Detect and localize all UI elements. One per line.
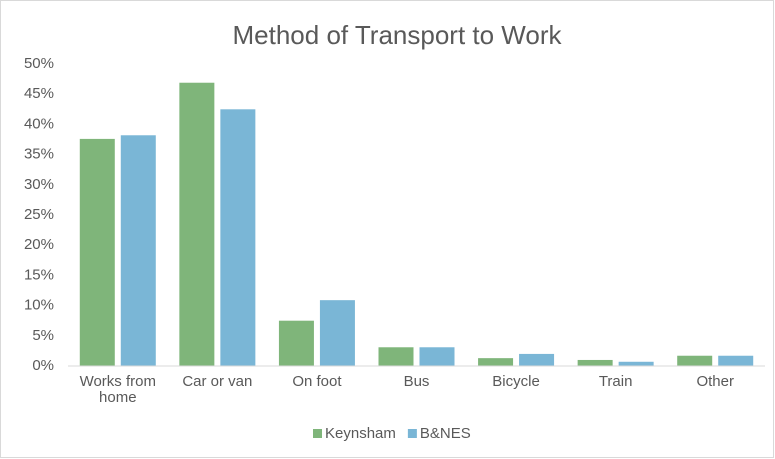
y-tick-label: 20% — [24, 236, 54, 253]
y-tick-label: 10% — [24, 297, 54, 314]
legend-label: Keynsham — [325, 425, 396, 442]
y-tick-label: 40% — [24, 115, 54, 132]
bar — [618, 361, 654, 366]
y-tick-label: 30% — [24, 176, 54, 193]
y-tick-label: 50% — [24, 55, 54, 72]
y-tick-label: 0% — [32, 357, 54, 374]
bar — [319, 300, 355, 366]
bar — [120, 135, 156, 366]
x-tick-label: Bicycle — [492, 373, 540, 390]
legend-swatch — [313, 429, 322, 438]
x-tick-label: Bus — [403, 373, 430, 390]
bar — [677, 355, 713, 366]
x-tick-label: Works from home — [79, 373, 156, 406]
bar — [220, 109, 256, 367]
bar — [419, 347, 455, 366]
y-tick-label: 45% — [24, 85, 54, 102]
x-tick-label: On foot — [292, 373, 342, 390]
bar — [478, 358, 514, 366]
bar — [278, 320, 314, 366]
y-tick-label: 15% — [24, 266, 54, 283]
y-tick-label: 25% — [24, 206, 54, 223]
bar — [577, 359, 613, 366]
bar — [519, 353, 555, 366]
y-tick-label: 5% — [32, 327, 54, 344]
x-tick-label: Other — [696, 373, 734, 390]
y-tick-label: 35% — [24, 146, 54, 163]
bar — [79, 138, 115, 366]
bar — [179, 82, 215, 366]
x-tick-label: Car or van — [182, 373, 253, 390]
bar — [718, 355, 754, 366]
legend-label: B&NES — [420, 425, 471, 442]
x-tick-label: Train — [598, 373, 633, 390]
legend-swatch — [407, 429, 417, 438]
chart-title: Method of Transport to Work — [233, 20, 563, 50]
bar — [378, 347, 414, 366]
